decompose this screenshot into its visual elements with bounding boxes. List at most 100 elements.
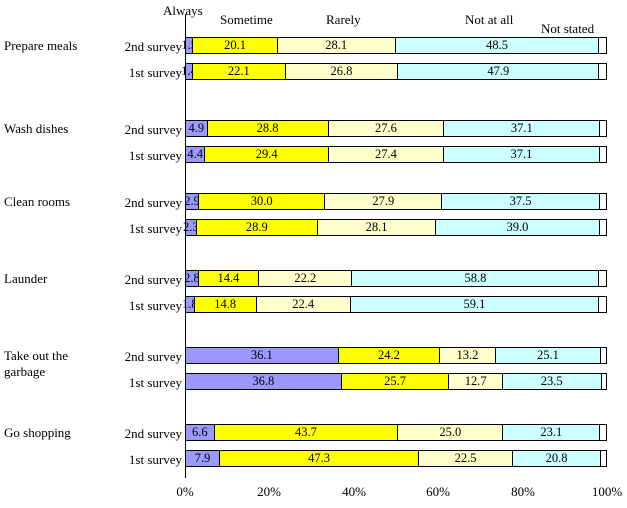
bar-segment-not-at-all: 58.8 [351,271,599,286]
bar-segment-always: 6.6 [186,425,214,440]
survey-row-label: 1st survey [128,298,182,313]
segment-value: 20.1 [224,38,246,53]
bar-segment-not-at-all: 47.9 [397,64,599,79]
survey-row-label: 2nd survey [124,195,182,210]
bar-segment-rarely: 27.4 [327,147,444,162]
bar-segment-not-stated [598,64,606,79]
bar-segment-rarely: 13.2 [439,348,495,363]
x-tick-60: 60% [426,484,450,499]
segment-value: 4.4 [187,147,204,162]
bar-row: 2.8 14.4 22.2 58.8 [184,270,607,287]
segment-value: 59.1 [463,297,486,312]
survey-row-label: 2nd survey [124,39,182,54]
segment-value: 37.5 [509,194,532,209]
bar-segment-sometime: 14.8 [193,297,256,312]
bar-row: 2.3 28.9 28.1 39.0 [183,219,607,236]
bar-segment-always: 2.9 [184,194,200,209]
bar-segment-always: 4.4 [186,147,205,162]
y-axis-line [185,14,186,478]
segment-value: 22.4 [292,297,315,312]
segment-value: 25.1 [536,348,559,363]
segment-value: 12.7 [464,374,487,389]
segment-value: 47.3 [308,451,330,466]
legend-label-not-at-all: Not at all [465,12,514,27]
segment-value: 28.9 [245,220,268,235]
segment-value: 28.1 [325,38,348,53]
bar-segment-always: 7.9 [186,451,220,466]
bar-segment-sometime: 43.7 [213,425,398,440]
legend-label-always: Always [163,3,203,18]
survey-row-label: 1st survey [128,148,182,163]
segment-value: 4.9 [188,121,205,136]
segment-value: 23.1 [540,425,563,440]
bar-segment-rarely: 26.8 [284,64,398,79]
segment-value: 30.0 [250,194,273,209]
category-label: Go shopping [4,425,71,440]
bar-row: 4.4 29.4 27.4 37.1 [185,146,607,163]
x-tick-40: 40% [342,484,366,499]
survey-row-label: 1st survey [128,221,182,236]
bar-segment-not-stated [598,38,606,53]
segment-value: 27.4 [375,147,397,162]
x-tick-0: 0% [176,484,194,499]
bar-row: 7.9 47.3 22.5 20.8 [185,450,607,467]
bar-row: 1.4 22.1 26.8 47.9 [181,63,607,80]
segment-value: 36.8 [252,374,275,389]
bar-segment-not-stated [599,451,606,466]
bar-segment-sometime: 24.2 [337,348,440,363]
bar-segment-not-at-all: 59.1 [349,297,598,312]
bar-segment-sometime: 47.3 [219,451,418,466]
legend-label-sometime: Sometime [220,12,273,27]
bar-segment-rarely: 25.0 [397,425,503,440]
survey-row-label: 2nd survey [124,272,182,287]
bar-segment-sometime: 28.8 [206,121,328,136]
legend-label-rarely: Rarely [326,12,361,27]
bar-segment-always: 2.3 [183,220,199,235]
survey-row-label: 1st survey [128,375,182,390]
survey-row-label: 1st survey [128,65,182,80]
bar-segment-not-stated [599,425,606,440]
bar-segment-sometime: 29.4 [204,147,328,162]
bar-segment-not-at-all: 37.1 [443,121,600,136]
bar-segment-not-at-all: 39.0 [435,220,599,235]
segment-value: 26.8 [330,64,353,79]
bar-segment-not-at-all: 23.1 [502,425,600,440]
bar-segment-rarely: 27.9 [324,194,442,209]
survey-row-label: 2nd survey [124,426,182,441]
segment-value: 29.4 [255,147,278,162]
segment-value: 28.1 [365,220,388,235]
segment-value: 36.1 [250,348,273,363]
bar-segment-sometime: 14.4 [197,271,259,286]
bar-segment-not-at-all: 25.1 [494,348,601,363]
survey-row-label: 2nd survey [124,122,182,137]
bar-segment-sometime: 22.1 [191,64,285,79]
bar-row: 1.8 14.8 22.4 59.1 [182,296,607,313]
bar-segment-not-stated [599,121,606,136]
bar-row: 36.1 24.2 13.2 25.1 [185,347,607,364]
bar-segment-not-at-all: 20.8 [512,451,600,466]
bar-segment-sometime: 20.1 [192,38,277,53]
bar-segment-always: 36.1 [186,348,338,363]
segment-value: 47.9 [487,64,510,79]
segment-value: 20.8 [545,451,568,466]
bar-segment-always: 2.8 [184,271,200,286]
segment-value: 28.8 [256,121,279,136]
x-tick-20: 20% [257,484,281,499]
bar-segment-not-stated [598,271,606,286]
bar-segment-not-stated [600,374,606,389]
bar-segment-not-at-all: 23.5 [501,374,601,389]
bar-segment-always: 1.8 [182,297,198,312]
category-label: Launder [4,271,48,286]
bar-segment-rarely: 22.5 [417,451,513,466]
segment-value: 37.1 [510,147,533,162]
bar-segment-not-stated [598,297,606,312]
bar-row: 36.8 25.7 12.7 23.5 [185,373,607,390]
bar-segment-not-at-all: 48.5 [394,38,599,53]
segment-value: 6.6 [192,425,208,440]
segment-value: 25.7 [384,374,406,389]
bar-row: 1.5 20.1 28.1 48.5 [181,37,607,54]
segment-value: 2.9 [184,194,200,209]
bar-segment-not-at-all: 37.5 [441,194,599,209]
legend-label-not-stated: Not stated [541,21,595,36]
segment-value: 39.0 [506,220,529,235]
